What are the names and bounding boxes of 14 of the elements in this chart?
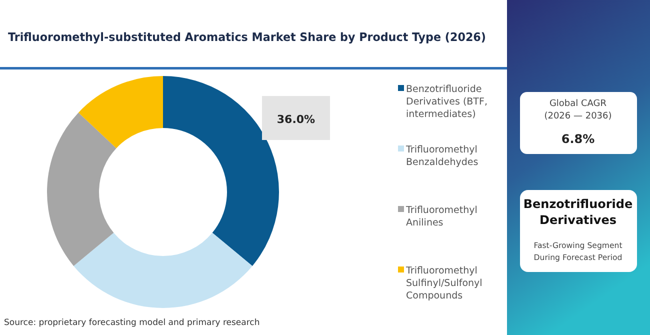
data-label: 36.0% xyxy=(276,113,316,126)
source-note: Source: proprietary forecasting model and primary research xyxy=(4,318,260,328)
donut-slice xyxy=(78,76,163,148)
chart-title: Trifluoromethyl-substituted Aromatics Market Share by Product Type (2026) xyxy=(8,30,506,44)
text: Benzotrifluoride Derivatives xyxy=(523,197,633,227)
text: 6.8% xyxy=(561,132,595,146)
donut-slice xyxy=(74,232,252,308)
legend-label: Trifluoromethyl Anilines xyxy=(405,205,478,228)
text: Global CAGR (2026 — 2036) xyxy=(544,99,612,122)
donut-slice xyxy=(163,76,279,266)
legend-label: Benzotrifluoride Derivatives (BTF, intermediates) xyxy=(406,84,488,120)
donut-slice xyxy=(47,112,116,266)
legend-label: Trifluoromethyl Benzaldehydes xyxy=(405,144,478,168)
legend-label: Trifluoromethyl Sulfinyl/Sulfonyl Compounds xyxy=(405,266,482,302)
